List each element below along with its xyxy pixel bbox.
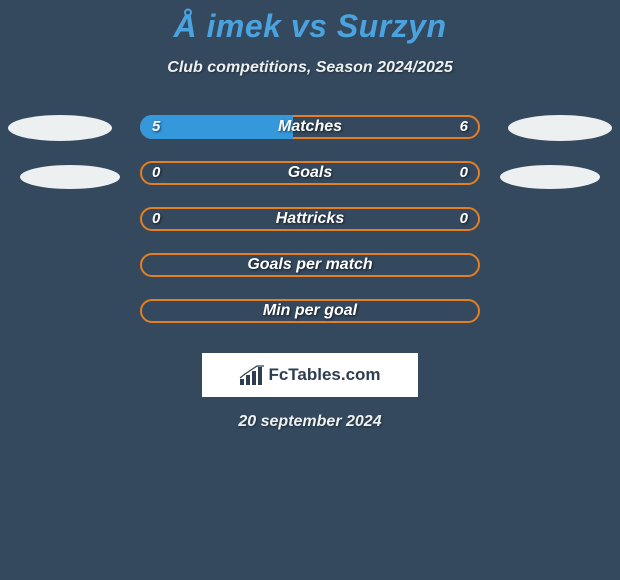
logo-text: FcTables.com [268,365,380,385]
stat-label: Matches [140,115,480,139]
fctables-logo: FcTables.com [239,365,380,385]
page-subtitle: Club competitions, Season 2024/2025 [0,59,620,77]
stat-row: Matches5 6 [0,115,620,161]
stat-label: Hattricks [140,207,480,231]
stat-value-player2: 0 [460,161,468,185]
stat-value-player2: 6 [460,115,468,139]
stat-row: Goals per match [0,253,620,299]
comparison-chart: Matches56Goals00Hattricks00Goals per mat… [0,115,620,431]
stat-value-player2: 0 [460,207,468,231]
stat-value-player1: 0 [152,207,160,231]
stat-label: Goals [140,161,480,185]
stat-bar: Goals per match [140,253,480,277]
stat-label: Goals per match [140,253,480,277]
stat-bar: Hattricks0 0 [140,207,480,231]
stat-label: Min per goal [140,299,480,323]
stat-row: Hattricks0 0 [0,207,620,253]
stat-row: Goals0 0 [0,161,620,207]
footer-date: 20 september 2024 [0,413,620,431]
page-title: Å imek vs Surzyn [0,0,620,45]
stat-row: Min per goal [0,299,620,345]
stat-bar: Min per goal [140,299,480,323]
stat-value-player1: 5 [152,115,160,139]
logo-box: FcTables.com [202,353,418,397]
stat-bar: Goals0 0 [140,161,480,185]
bar-chart-icon [239,365,265,385]
stat-value-player1: 0 [152,161,160,185]
stat-bar: Matches5 6 [140,115,480,139]
